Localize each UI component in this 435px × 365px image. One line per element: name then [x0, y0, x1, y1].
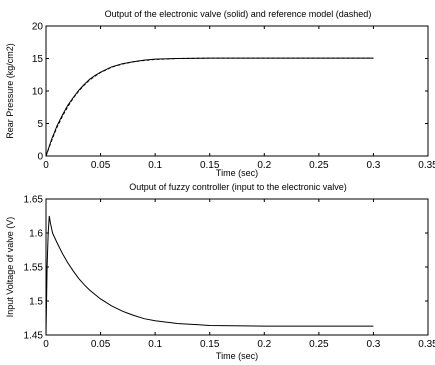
voltage-chart: Output of fuzzy controller (input to the…: [5, 182, 435, 361]
pressure-x-tick-label: 0.1: [148, 160, 162, 171]
voltage-x-ticks: 0 0.05 0.1 0.15 0.2 0.25 0.3 0.35: [43, 199, 435, 350]
pressure-y-tick-label: 0: [37, 152, 43, 163]
voltage-x-tick-label: 0.2: [257, 339, 271, 350]
voltage-y-tick-label: 1.6: [29, 229, 43, 240]
pressure-x-tick-label: 0.15: [200, 160, 220, 171]
pressure-y-ticks: 0 5 10 15 20: [32, 22, 428, 163]
voltage-y-tick-label: 1.45: [24, 331, 44, 342]
voltage-x-tick-label: 0.3: [366, 339, 380, 350]
voltage-lines: [45, 215, 374, 336]
voltage-y-tick-label: 1.5: [29, 297, 43, 308]
voltage-x-tick-label: 0.1: [148, 339, 162, 350]
voltage-x-tick-label: 0.05: [91, 339, 111, 350]
voltage-chart-frame: [45, 198, 429, 336]
pressure-chart: Output of the electronic valve (solid) a…: [5, 9, 435, 178]
pressure-y-tick-label: 15: [32, 54, 44, 65]
pressure-x-tick-label: 0.35: [418, 160, 435, 171]
pressure-x-axis-label: Time (sec): [216, 168, 258, 178]
pressure-y-tick-label: 20: [32, 22, 44, 33]
pressure-chart-title: Output of the electronic valve (solid) a…: [105, 9, 372, 19]
pressure-x-tick-label: 0.05: [91, 160, 111, 171]
pressure-series-line-solid: [45, 57, 374, 157]
voltage-series-line-solid: [45, 215, 374, 336]
voltage-x-axis-label: Time (sec): [216, 351, 258, 361]
pressure-x-tick-label: 0.25: [309, 160, 329, 171]
pressure-lines: [45, 57, 374, 157]
voltage-x-tick-label: 0.35: [418, 339, 435, 350]
voltage-x-tick-label: 0.25: [309, 339, 329, 350]
voltage-x-tick-label: 0: [43, 339, 49, 350]
pressure-x-tick-label: 0.3: [366, 160, 380, 171]
pressure-chart-frame: [45, 25, 429, 157]
voltage-y-axis-label: Input Voltage of valve (V): [5, 217, 15, 318]
pressure-y-axis-label: Rear Pressure (kg/cm2): [5, 43, 15, 139]
voltage-y-ticks: 1.45 1.5 1.55 1.6 1.65: [24, 195, 428, 342]
pressure-series-line-dashed: [45, 57, 374, 157]
pressure-x-tick-label: 0: [43, 160, 49, 171]
pressure-y-tick-label: 5: [37, 119, 43, 130]
pressure-y-tick-label: 10: [32, 87, 44, 98]
voltage-x-tick-label: 0.15: [200, 339, 220, 350]
voltage-y-tick-label: 1.55: [24, 263, 44, 274]
voltage-y-tick-label: 1.65: [24, 195, 44, 206]
voltage-chart-title: Output of fuzzy controller (input to the…: [129, 182, 347, 192]
pressure-x-ticks: 0 0.05 0.1 0.15 0.2 0.25 0.3 0.35: [43, 26, 435, 171]
pressure-x-tick-label: 0.2: [257, 160, 271, 171]
